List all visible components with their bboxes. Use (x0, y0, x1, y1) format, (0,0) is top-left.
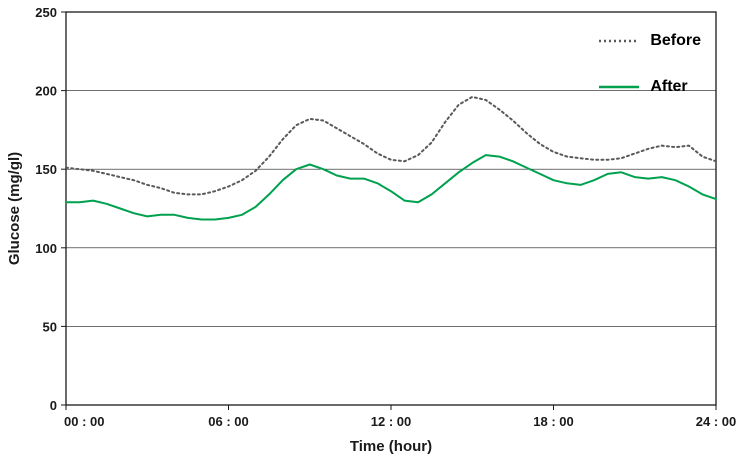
before-line-sample-icon (599, 39, 640, 43)
svg-text:50: 50 (43, 319, 57, 334)
svg-text:250: 250 (35, 5, 57, 20)
svg-text:100: 100 (35, 241, 57, 256)
svg-text:0: 0 (50, 398, 57, 413)
svg-text:150: 150 (35, 162, 57, 177)
after-line-sample-icon (599, 85, 640, 89)
legend-item-after: After (598, 78, 701, 96)
svg-text:200: 200 (35, 84, 57, 99)
legend-label-before: Before (650, 32, 701, 49)
svg-text:06 : 00: 06 : 00 (208, 414, 248, 429)
svg-text:18 : 00: 18 : 00 (533, 414, 573, 429)
x-axis-title: Time (hour) (349, 438, 433, 455)
svg-text:24 : 00: 24 : 00 (696, 414, 736, 429)
chart-legend: Before After (598, 32, 701, 96)
svg-text:12 : 00: 12 : 00 (371, 414, 411, 429)
svg-text:00 : 00: 00 : 00 (64, 414, 104, 429)
y-axis-title: Glucose (mg/gl) (6, 151, 23, 266)
legend-item-before: Before (598, 32, 701, 50)
legend-label-after: After (650, 78, 688, 95)
